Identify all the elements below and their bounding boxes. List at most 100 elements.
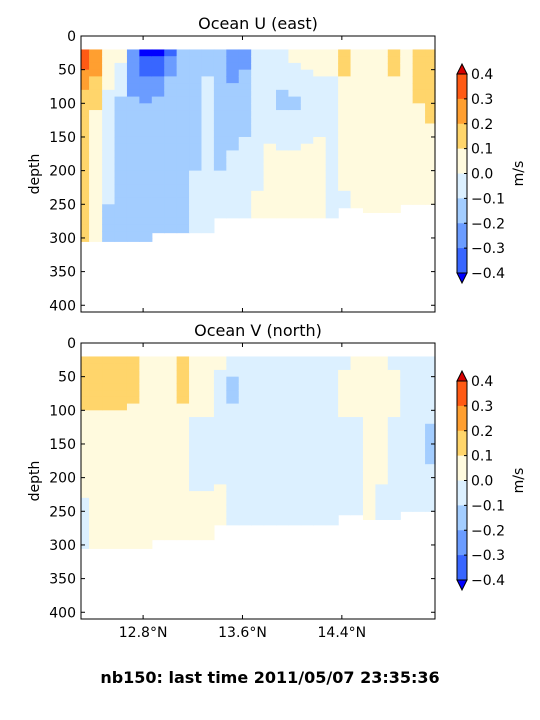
heatmap-cell — [151, 150, 165, 158]
heatmap-cell — [114, 69, 128, 77]
heatmap-cell — [226, 376, 240, 384]
heatmap-cell — [102, 383, 116, 391]
heatmap-cell — [400, 116, 414, 125]
heatmap-cell — [338, 62, 352, 71]
heatmap-cell — [313, 136, 327, 145]
heatmap-cell — [387, 504, 401, 512]
heatmap-cell — [164, 538, 178, 541]
heatmap-cell — [176, 49, 190, 57]
heatmap-cell — [238, 484, 252, 492]
heatmap-cell — [176, 450, 190, 459]
heatmap-cell — [276, 484, 290, 492]
heatmap-cell — [313, 410, 327, 418]
heatmap-cell — [238, 136, 252, 145]
colorbar-segment — [457, 148, 467, 175]
heatmap-cell — [313, 69, 327, 77]
heatmap-cell — [89, 143, 103, 152]
heatmap-cell — [325, 150, 339, 158]
heatmap-cell — [325, 204, 339, 212]
heatmap-cell — [338, 89, 352, 98]
heatmap-cell — [375, 49, 389, 57]
heatmap-cell — [375, 76, 389, 84]
heatmap-cell — [313, 170, 327, 178]
heatmap-cell — [213, 369, 227, 378]
heatmap-cell — [176, 538, 190, 541]
heatmap-cell — [387, 396, 401, 405]
heatmap-cell — [238, 197, 252, 205]
heatmap-cell — [338, 376, 352, 384]
heatmap-cell — [288, 410, 302, 418]
heatmap-cell — [288, 56, 302, 64]
heatmap-cell — [338, 430, 352, 438]
heatmap-cell — [263, 403, 277, 411]
heatmap-cell — [89, 177, 103, 185]
heatmap-cell — [350, 376, 364, 384]
heatmap-cell — [350, 184, 364, 192]
heatmap-cell — [151, 184, 165, 192]
heatmap-cell — [238, 396, 252, 405]
heatmap-cell — [362, 110, 376, 118]
heatmap-cell — [387, 491, 401, 499]
heatmap-cell — [151, 177, 165, 185]
heatmap-cell — [263, 376, 277, 384]
heatmap-cell — [350, 511, 364, 516]
heatmap-cell — [412, 83, 426, 91]
heatmap-cell — [151, 56, 165, 64]
heatmap-cell — [102, 497, 116, 506]
heatmap-cell — [300, 49, 314, 57]
heatmap-cell — [201, 403, 215, 411]
heatmap-cell — [325, 417, 339, 425]
heatmap-cell — [288, 464, 302, 472]
heatmap-cell — [151, 190, 165, 199]
heatmap-cell — [350, 470, 364, 479]
heatmap-cell — [300, 410, 314, 418]
heatmap-cell — [263, 62, 277, 71]
heatmap-cell — [164, 518, 178, 526]
heatmap-cell — [164, 477, 178, 485]
heatmap-cell — [238, 204, 252, 212]
heatmap-cell — [251, 49, 265, 57]
heatmap-cell — [425, 443, 436, 452]
heatmap-cell — [164, 89, 178, 98]
heatmap-cell — [201, 443, 215, 452]
heatmap-cell — [189, 450, 203, 459]
heatmap-cell — [238, 363, 252, 371]
heatmap-cell — [362, 123, 376, 131]
heatmap-cell — [139, 470, 153, 479]
heatmap-cell — [387, 69, 401, 77]
heatmap-cell — [81, 177, 90, 185]
heatmap-cell — [288, 497, 302, 506]
heatmap-cell — [276, 204, 290, 212]
heatmap-cell — [288, 437, 302, 445]
heatmap-cell — [213, 143, 227, 152]
heatmap-cell — [350, 197, 364, 205]
heatmap-cell — [176, 511, 190, 519]
heatmap-cell — [288, 383, 302, 391]
colorbar-tick-label: 0.2 — [471, 117, 493, 133]
heatmap-cell — [176, 211, 190, 219]
heatmap-cell — [213, 190, 227, 199]
heatmap-cell — [313, 484, 327, 492]
heatmap-cell — [325, 89, 339, 98]
heatmap-cell — [425, 497, 436, 506]
heatmap-cell — [189, 83, 203, 91]
heatmap-cell — [276, 443, 290, 452]
heatmap-cell — [126, 417, 140, 425]
heatmap-cell — [425, 116, 436, 125]
heatmap-cell — [300, 76, 314, 84]
heatmap-cell — [251, 443, 265, 452]
heatmap-cell — [300, 197, 314, 205]
heatmap-cell — [189, 504, 203, 512]
heatmap-cell — [139, 62, 153, 71]
heatmap-cell — [338, 356, 352, 364]
heatmap-cell — [164, 504, 178, 512]
heatmap-cell — [350, 464, 364, 472]
heatmap-cell — [151, 443, 165, 452]
heatmap-cell — [213, 403, 227, 411]
heatmap-cell — [325, 76, 339, 84]
heatmap-cell — [313, 396, 327, 405]
heatmap-cell — [375, 356, 389, 364]
heatmap-cell — [89, 83, 103, 91]
heatmap-cell — [126, 376, 140, 384]
heatmap-cell — [81, 383, 90, 391]
